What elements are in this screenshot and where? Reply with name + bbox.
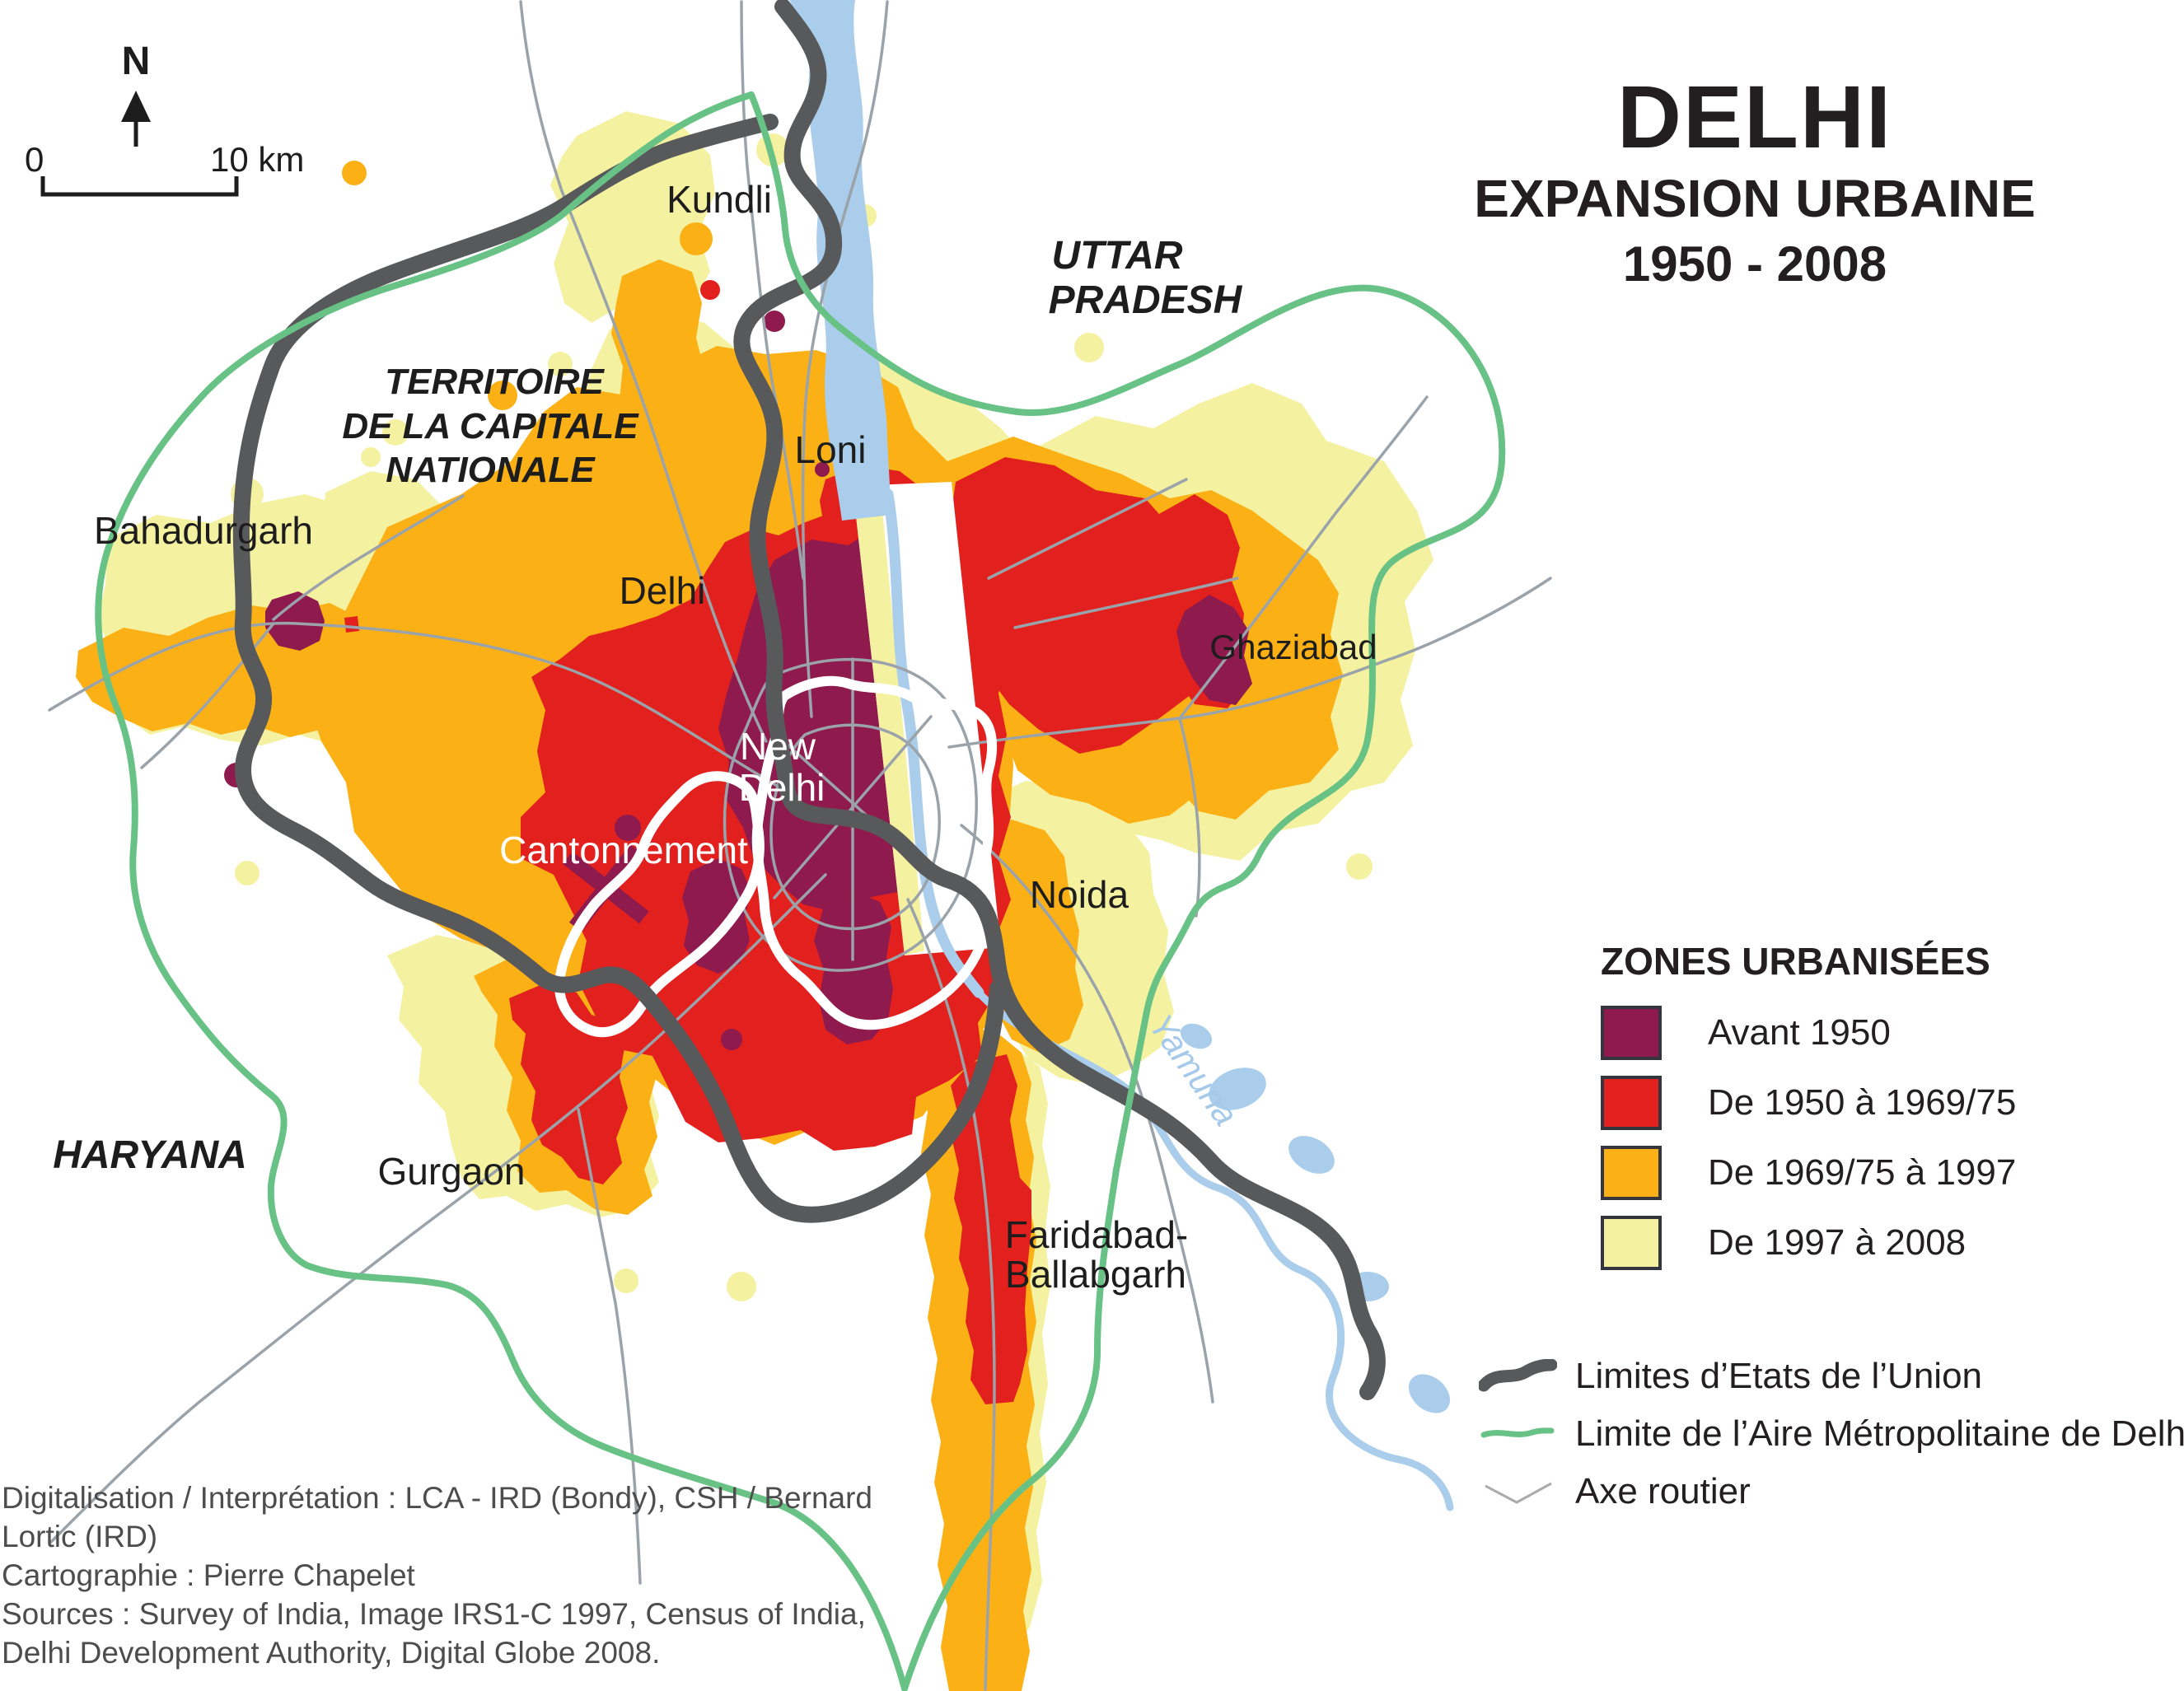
legend-row-1950-1969: De 1950 à 1969/75: [1601, 1075, 2128, 1131]
label-territoire-1: TERRITOIRE: [385, 362, 605, 402]
label-bahadurgarh: Bahadurgarh: [94, 509, 313, 552]
state-boundary-line-icon: [1479, 1359, 1557, 1392]
label-kundli: Kundli: [666, 178, 772, 221]
credit-line-digitalisation: Digitalisation / Interprétation : LCA - …: [2, 1481, 872, 1553]
map-title-block: DELHI EXPANSION URBAINE 1950 - 2008: [1442, 70, 2068, 292]
credit-line-cartographie: Cartographie : Pierre Chapelet: [2, 1558, 415, 1592]
credit-line-sources-2: Delhi Development Authority, Digital Glo…: [2, 1636, 661, 1670]
label-gurgaon: Gurgaon: [377, 1150, 525, 1193]
north-label: N: [122, 40, 151, 83]
label-haryana: HARYANA: [53, 1133, 247, 1177]
label-uttar-pradesh-2: PRADESH: [1049, 278, 1243, 322]
compass-and-scale: N 0 10 km: [25, 40, 304, 197]
label-ghaziabad: Ghaziabad: [1209, 628, 1377, 666]
label-new-delhi-2: Delhi: [739, 766, 825, 809]
scale-end-label: 10 km: [210, 140, 304, 179]
road-axis-line-icon: [1485, 1482, 1552, 1504]
swatch-1969-1997: [1601, 1146, 1662, 1200]
legend-label-state-limits: Limites d’Etats de l’Union: [1575, 1356, 1983, 1396]
legend-label-1969-1997: De 1969/75 à 1997: [1708, 1152, 2017, 1193]
district-outlines: [554, 675, 998, 1038]
credits-block: Digitalisation / Interprétation : LCA - …: [2, 1478, 949, 1691]
scale-bar: 0 10 km: [25, 140, 304, 197]
scale-start-label: 0: [25, 140, 44, 179]
legend-row-road-axis: Axe routier: [1479, 1471, 2171, 1511]
swatch-1997-2008: [1601, 1216, 1662, 1270]
credit-line-sources-1: Sources : Survey of India, Image IRS1-C …: [2, 1597, 866, 1631]
legend-row-1997-2008: De 1997 à 2008: [1601, 1215, 2128, 1271]
label-cantonnement: Cantonnement: [499, 829, 748, 871]
swatch-avant-1950: [1601, 1006, 1662, 1060]
map-period: 1950 - 2008: [1622, 236, 1887, 292]
legend-row-avant-1950: Avant 1950: [1601, 1005, 2128, 1061]
legend-row-state-limits: Limites d’Etats de l’Union: [1479, 1356, 2171, 1396]
legend-zones: ZONES URBANISÉES Avant 1950 De 1950 à 19…: [1601, 939, 2128, 1285]
legend-label-metro-limit: Limite de l’Aire Métropolitaine de Delhi: [1575, 1413, 2184, 1454]
cantonment-outline: [554, 771, 765, 1038]
metro-boundary-line-icon: [1480, 1427, 1555, 1438]
swatch-1950-1969: [1601, 1076, 1662, 1130]
legend-label-avant-1950: Avant 1950: [1708, 1012, 1891, 1053]
label-faridabad-1: Faridabad-: [1005, 1213, 1188, 1256]
label-delhi: Delhi: [620, 569, 706, 612]
legend-label-1950-1969: De 1950 à 1969/75: [1708, 1082, 2017, 1123]
label-noida: Noida: [1030, 873, 1129, 916]
label-loni: Loni: [795, 428, 867, 471]
map-subtitle: EXPANSION URBAINE: [1474, 169, 2036, 229]
label-new-delhi-1: New: [740, 725, 816, 768]
credit-copyright: © V. Dupont, IRD: [2, 1684, 949, 1691]
legend-row-metro-limit: Limite de l’Aire Métropolitaine de Delhi: [1479, 1413, 2184, 1454]
legend-zones-title: ZONES URBANISÉES: [1601, 940, 1990, 983]
label-faridabad-2: Ballabgarh: [1005, 1253, 1186, 1296]
metropolitan-boundary: [95, 91, 1506, 1691]
label-uttar-pradesh-1: UTTAR: [1051, 234, 1182, 278]
label-territoire-2: DE LA CAPITALE: [342, 406, 639, 446]
north-arrow-icon: N: [121, 40, 151, 147]
legend-label-1997-2008: De 1997 à 2008: [1708, 1222, 1967, 1263]
legend-label-road-axis: Axe routier: [1575, 1471, 1751, 1511]
legend-lines: Limites d’Etats de l’Union Limite de l’A…: [1479, 1356, 2184, 1530]
label-territoire-3: NATIONALE: [386, 450, 596, 490]
state-boundaries: [232, 0, 1386, 1400]
legend-row-1969-1997: De 1969/75 à 1997: [1601, 1145, 2128, 1201]
map-title: DELHI: [1617, 67, 1892, 166]
